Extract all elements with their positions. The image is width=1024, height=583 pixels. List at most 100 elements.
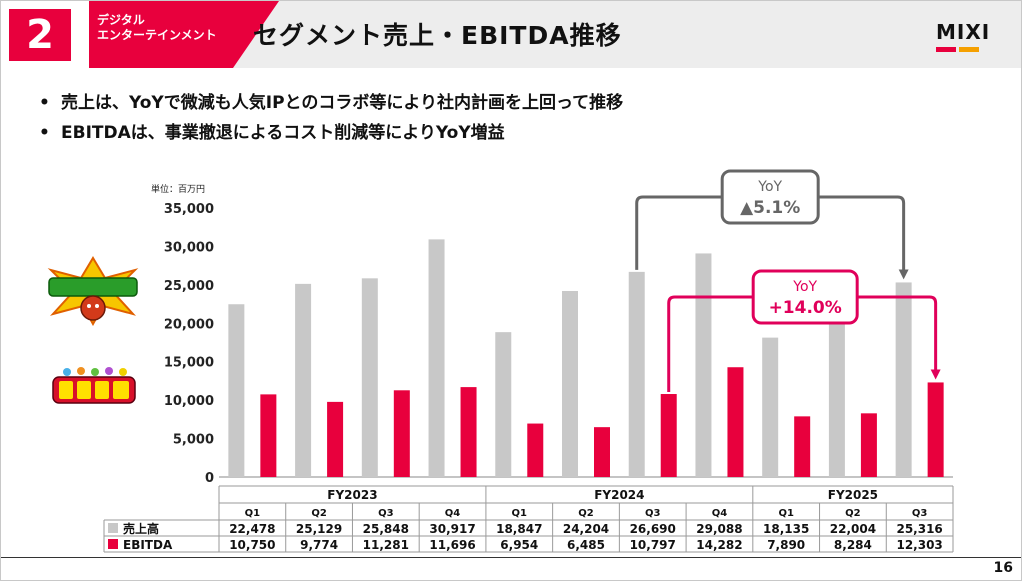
bar-ebitda bbox=[527, 423, 544, 477]
logo-text: MIXI bbox=[936, 20, 991, 44]
table-cell-value: 22,004 bbox=[830, 522, 876, 536]
table-cell-value: 24,204 bbox=[563, 522, 609, 536]
table-cell-value: 29,088 bbox=[696, 522, 742, 536]
y-tick-label: 20,000 bbox=[164, 317, 214, 332]
yoy-box bbox=[720, 169, 820, 225]
quarter-label: Q2 bbox=[311, 508, 327, 519]
bar-sales bbox=[695, 253, 712, 477]
unit-label: 単位：百万円 bbox=[151, 185, 206, 195]
fiscal-year-label: FY2023 bbox=[327, 488, 377, 502]
y-axis: 0 5,000 10,000 15,000 20,000 25,000 30,000 35,0… bbox=[164, 202, 214, 486]
bar-ebitda bbox=[460, 387, 477, 477]
bar-sales bbox=[762, 337, 779, 477]
table-cell-value: 14,282 bbox=[696, 538, 742, 552]
bar-ebitda bbox=[393, 390, 410, 477]
quarter-label: Q4 bbox=[445, 508, 461, 519]
table-cell-value: 11,696 bbox=[429, 538, 475, 552]
page-number: 16 bbox=[993, 560, 1013, 576]
bullet-text: 売上は、YoYで微減も人気IPとのコラボ等により社内計画を上回って推移 bbox=[61, 93, 624, 113]
bar-sales bbox=[895, 282, 912, 477]
y-tick-label: 10,000 bbox=[164, 394, 214, 409]
bullet-item: • 売上は、YoYで微減も人気IPとのコラボ等により社内計画を上回って推移 bbox=[39, 88, 623, 118]
bar-sales bbox=[361, 278, 378, 477]
table-cell-value: 22,478 bbox=[229, 522, 275, 536]
table-cell-value: 7,890 bbox=[767, 538, 805, 552]
quarter-label: Q4 bbox=[712, 508, 728, 519]
table-cell-value: 26,690 bbox=[630, 522, 676, 536]
table-cell-value: 18,135 bbox=[763, 522, 809, 536]
kotodaman-logo bbox=[52, 367, 136, 404]
bar-ebitda bbox=[860, 413, 877, 477]
fiscal-year-label: FY2025 bbox=[828, 488, 878, 502]
yoy-value: ▲5.1% bbox=[740, 198, 800, 218]
bar-sales bbox=[428, 239, 445, 477]
segment-chart: 0 5,000 10,000 15,000 20,000 25,000 30,000 35,0… bbox=[103, 169, 954, 553]
monster-strike-logo bbox=[47, 256, 139, 326]
bar-sales bbox=[828, 307, 845, 477]
table-cell-value: 11,281 bbox=[363, 538, 409, 552]
quarter-label: Q3 bbox=[378, 508, 394, 519]
bar-sales bbox=[562, 290, 578, 477]
bar-ebitda bbox=[660, 394, 677, 477]
table-cell-value: 6,485 bbox=[567, 538, 605, 552]
yoy-annotation: YoY ▲5.1% bbox=[635, 169, 909, 280]
bar-ebitda bbox=[260, 394, 277, 477]
segment-label-line2: エンターテインメント bbox=[97, 28, 217, 42]
fiscal-year-label: FY2024 bbox=[594, 488, 644, 502]
logo-bar-red bbox=[936, 47, 956, 52]
y-tick-label: 0 bbox=[205, 471, 214, 486]
table-cell-value: 25,848 bbox=[363, 522, 409, 536]
bullet-item: • EBITDAは、事業撤退によるコスト削減等によりYoY増益 bbox=[39, 118, 623, 148]
bar-sales bbox=[295, 283, 312, 477]
y-tick-label: 25,000 bbox=[164, 279, 214, 294]
series-label: 売上高 bbox=[123, 521, 159, 536]
table-cell-value: 10,750 bbox=[229, 538, 275, 552]
quarter-label: Q3 bbox=[645, 508, 661, 519]
legend-swatch-sales bbox=[108, 523, 118, 533]
table-cell-value: 25,316 bbox=[896, 522, 942, 536]
table-cell-value: 30,917 bbox=[429, 522, 475, 536]
page-title: セグメント売上・EBITDA推移 bbox=[253, 21, 622, 50]
footer-line bbox=[1, 557, 1021, 558]
yoy-box bbox=[751, 269, 859, 325]
segment-label-line1: デジタル bbox=[97, 13, 145, 27]
bars bbox=[228, 239, 944, 477]
bar-ebitda bbox=[727, 367, 744, 477]
y-tick-label: 15,000 bbox=[164, 356, 214, 371]
quarter-label: Q1 bbox=[245, 508, 261, 519]
mixi-logo: MIXI bbox=[936, 21, 1004, 61]
segment-label: デジタル エンターテインメント bbox=[97, 13, 217, 43]
segment-number: 2 bbox=[9, 9, 71, 61]
table-cell-value: 12,303 bbox=[896, 538, 942, 552]
table-cell-value: 25,129 bbox=[296, 522, 342, 536]
bar-ebitda bbox=[327, 401, 344, 477]
quarter-label: Q2 bbox=[578, 508, 594, 519]
logo-bar-orange bbox=[959, 47, 979, 52]
table-cell-value: 9,774 bbox=[300, 538, 338, 552]
bar-sales bbox=[228, 304, 245, 477]
yoy-annotation: YoY +14.0% bbox=[667, 269, 941, 393]
table-cell-value: 8,284 bbox=[834, 538, 872, 552]
bullet-text: EBITDAは、事業撤退によるコスト削減等によりYoY増益 bbox=[61, 123, 505, 143]
y-tick-label: 35,000 bbox=[164, 202, 214, 217]
table-cell-value: 10,797 bbox=[630, 538, 676, 552]
series-label: EBITDA bbox=[123, 538, 173, 552]
y-tick-label: 5,000 bbox=[173, 433, 214, 448]
quarter-label: Q1 bbox=[778, 508, 794, 519]
data-table: FY2023 Q1 Q2 Q3 Q4 FY2024 Q1 Q2 Q3 Q4 FY2025 Q1 Q2 Q3… bbox=[103, 485, 954, 553]
yoy-label: YoY bbox=[757, 179, 782, 195]
header: 2 デジタル エンターテインメント セグメント売上・EBITDA推移 MIXI bbox=[1, 1, 1021, 68]
bar-ebitda bbox=[594, 427, 610, 477]
quarter-label: Q1 bbox=[512, 508, 528, 519]
yoy-annotations: YoY ▲5.1% YoY +14.0% bbox=[635, 169, 941, 393]
y-tick-label: 30,000 bbox=[164, 240, 214, 255]
bar-sales bbox=[495, 332, 512, 477]
yoy-label: YoY bbox=[792, 279, 817, 295]
quarter-label: Q3 bbox=[912, 508, 928, 519]
table-cell-value: 6,954 bbox=[500, 538, 538, 552]
table-cell-value: 18,847 bbox=[496, 522, 542, 536]
bar-ebitda bbox=[794, 416, 811, 477]
legend-swatch-ebitda bbox=[108, 539, 118, 549]
bar-sales bbox=[628, 271, 645, 477]
